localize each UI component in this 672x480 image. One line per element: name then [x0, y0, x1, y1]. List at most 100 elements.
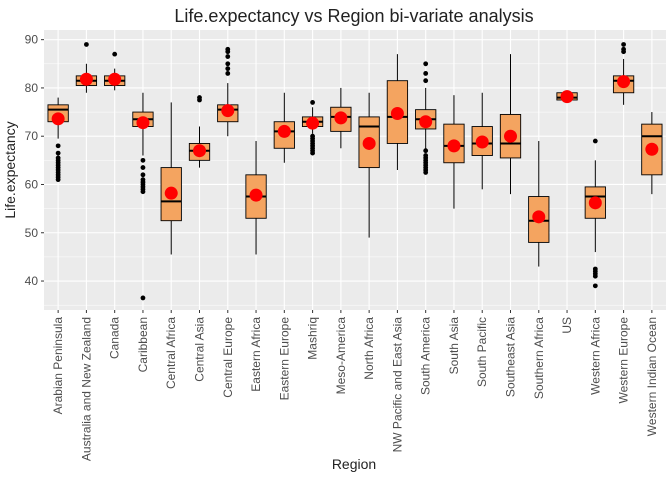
x-tick-label: Australia and New Zealand: [79, 317, 93, 461]
box-nw-pacific-and-east-asia: [386, 54, 409, 170]
x-tick-label: Caribbean: [136, 317, 150, 372]
x-tick-label: Mashriq: [306, 317, 320, 360]
x-tick-label: Arabian Peninsula: [51, 317, 65, 415]
x-tick-label: Western Africa: [588, 317, 602, 395]
x-tick-label: Eastern Africa: [249, 317, 263, 392]
box-south-asia: [443, 95, 465, 209]
x-tick-label: South Asia: [447, 317, 461, 375]
box-us: [556, 90, 578, 104]
mean-point: [164, 186, 178, 200]
y-tick-label: 80: [25, 81, 39, 95]
outlier-point: [55, 143, 61, 149]
mean-point: [277, 124, 291, 138]
outlier-point: [55, 177, 61, 183]
outlier-point: [84, 42, 89, 47]
outlier-point: [423, 71, 429, 76]
outlier-point: [310, 100, 315, 105]
y-axis-title: Life.expectancy: [2, 121, 18, 218]
mean-point: [532, 210, 546, 224]
x-tick-label: US: [560, 317, 574, 334]
box-southern-africa: [528, 141, 550, 267]
x-tick-label: NW Pacific and East Asia: [390, 317, 404, 453]
box-western-africa: [584, 138, 606, 289]
plot-panel: [44, 30, 666, 310]
box-central-asia: [188, 95, 211, 168]
mean-point: [136, 116, 150, 130]
outlier-point: [423, 61, 429, 67]
y-tick-label: 40: [25, 274, 39, 288]
box-central-africa: [160, 102, 182, 255]
y-axis: 40 50 60 70 80 90: [25, 33, 44, 288]
mean-point: [475, 135, 489, 149]
x-tick-label: North Africa: [362, 317, 376, 380]
box-arabian-peninsula: [47, 97, 69, 183]
box-eastern-africa: [245, 141, 267, 255]
chart-title: Life.expectancy vs Region bi-variate ana…: [174, 6, 533, 26]
outlier-point: [197, 95, 202, 100]
outlier-point: [55, 150, 61, 156]
box-mashriq: [301, 100, 324, 156]
mean-point: [249, 188, 263, 202]
mean-point: [588, 196, 602, 210]
outlier-point: [423, 148, 429, 154]
mean-point: [79, 72, 93, 86]
outlier-point: [592, 283, 598, 289]
x-tick-label: South Pacific: [475, 317, 489, 387]
mean-point: [560, 90, 574, 104]
outlier-point: [225, 46, 231, 52]
outlier-point: [621, 46, 626, 52]
outlier-point: [140, 157, 146, 163]
outlier-point: [621, 42, 626, 47]
x-tick-label: South America: [419, 317, 433, 395]
outlier-point: [423, 78, 429, 84]
mean-point: [193, 144, 206, 158]
box-western-europe: [612, 42, 635, 105]
box-central-europe: [217, 46, 239, 137]
outlier-point: [140, 295, 146, 301]
outlier-point: [140, 172, 146, 178]
outlier-point: [310, 150, 315, 156]
x-tick-label: Eastern Europe: [277, 317, 291, 401]
mean-point: [334, 111, 348, 125]
x-axis-title: Region: [332, 456, 376, 472]
mean-point: [362, 136, 376, 150]
x-tick-label: Meso-America: [334, 317, 348, 395]
x-tick-label: Canada: [108, 317, 122, 359]
mean-point: [504, 129, 517, 143]
box-south-pacific: [471, 92, 493, 190]
box-north-africa: [358, 92, 380, 238]
x-axis: Arabian Peninsula Australia and New Zeala…: [51, 310, 659, 461]
outlier-point: [225, 66, 231, 72]
outlier-point: [225, 61, 231, 67]
x-tick-label: Central Africa: [164, 317, 178, 389]
outlier-point: [225, 54, 231, 59]
box-series: [47, 42, 663, 301]
outlier-point: [423, 170, 429, 175]
mean-point: [447, 139, 461, 153]
box-southeast-asia: [499, 54, 522, 195]
outlier-point: [112, 51, 118, 57]
mean-point: [108, 72, 122, 86]
box-canada: [104, 51, 126, 91]
mean-point: [51, 112, 65, 126]
y-tick-label: 60: [25, 177, 39, 191]
mean-point: [419, 115, 433, 129]
x-tick-label: Central Asia: [193, 317, 207, 382]
x-tick-label: Western Europe: [617, 317, 631, 404]
mean-point: [390, 107, 404, 121]
box-meso-america: [330, 87, 352, 149]
box-australia-and-new-zealand: [75, 42, 98, 93]
outlier-point: [225, 71, 231, 76]
box-south-america: [415, 61, 437, 175]
outlier-point: [592, 273, 598, 279]
x-tick-label: Southeast Asia: [504, 317, 518, 397]
outlier-point: [140, 165, 146, 170]
outlier-point: [140, 189, 146, 195]
x-tick-label: Southern Africa: [532, 317, 546, 399]
mean-point: [221, 104, 235, 118]
x-tick-label: Western Indian Ocean: [645, 317, 659, 436]
box-western-indian-ocean: [641, 112, 663, 195]
mean-point: [617, 75, 631, 89]
mean-point: [645, 142, 659, 156]
